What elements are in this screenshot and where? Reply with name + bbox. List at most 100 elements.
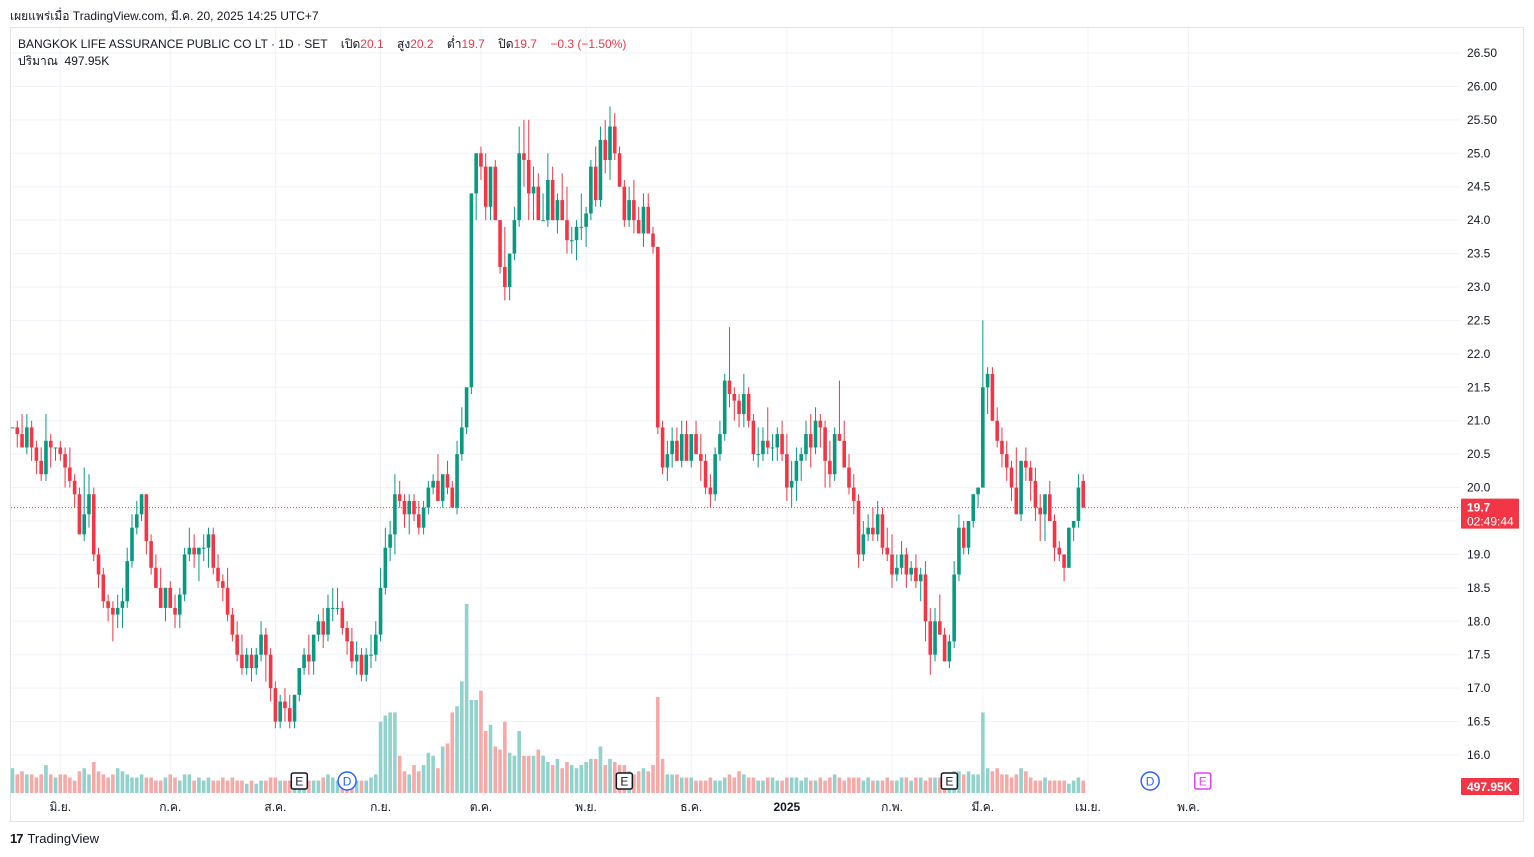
volume-bar: [651, 765, 655, 793]
candle-body: [569, 240, 574, 242]
volume-bar: [899, 777, 904, 793]
candle-body: [235, 634, 239, 655]
candle-body: [493, 166, 498, 221]
earnings-marker-label: E: [620, 775, 628, 789]
volume-bar: [914, 777, 918, 793]
candle-body: [522, 153, 526, 160]
candle-body: [665, 454, 670, 468]
last-price-text: 19.7: [1467, 501, 1491, 515]
volume-bar: [182, 774, 187, 793]
candle-body: [885, 547, 890, 555]
volume-bar: [1000, 774, 1004, 793]
candle-body: [144, 494, 149, 542]
candle-body: [866, 527, 870, 535]
volume-bar: [976, 774, 980, 793]
volume-bar: [230, 777, 235, 793]
candle-body: [789, 480, 794, 488]
time-axis[interactable]: มิ.ย. ก.ค. ส.ค. ก.ย. ต.ค. พ.ย. ธ.ค. 2025 ก.พ. มี.…: [49, 800, 1199, 814]
volume-bar: [675, 774, 679, 793]
candle-body: [397, 494, 402, 501]
volume-bar: [593, 758, 598, 793]
volume-bar: [923, 780, 928, 793]
candle-body: [694, 434, 698, 455]
volume-bar: [474, 700, 478, 793]
price-axis[interactable]: 26.50 26.00 25.50 25.0 24.5 24.0 23.5 23.0 22.5 2…: [1467, 46, 1497, 762]
earnings-marker-label: E: [295, 775, 303, 789]
candle-body: [990, 373, 995, 421]
candle-body: [507, 253, 512, 287]
candle-body: [120, 601, 125, 608]
volume-bar: [307, 780, 311, 793]
candle-body: [77, 494, 82, 535]
volume-bar: [990, 771, 995, 793]
candle-body: [909, 567, 913, 575]
price-tick-label: 22.5: [1467, 313, 1491, 327]
candle-body: [957, 527, 961, 575]
volume-bar: [10, 768, 15, 793]
candle-body: [679, 434, 684, 461]
candle-body: [981, 387, 985, 488]
volume-bar: [861, 780, 866, 793]
volume-bar: [407, 774, 412, 793]
volume-bar: [560, 768, 564, 793]
time-tick-label: ส.ค.: [264, 800, 286, 814]
candle-body: [158, 587, 163, 608]
volume-bar: [426, 752, 431, 793]
volume-bar: [541, 755, 545, 793]
volume-bar: [44, 765, 48, 793]
volume-bar: [789, 777, 794, 793]
price-tick-label: 26.00: [1467, 79, 1497, 93]
candle-body: [1057, 547, 1062, 555]
volume-bar: [39, 774, 43, 793]
candle-body: [187, 547, 192, 555]
candle-body: [58, 447, 63, 455]
volume-bar: [770, 777, 775, 793]
earnings-marker-icon: [290, 772, 309, 790]
earnings-marker-icon: [1193, 772, 1212, 790]
volume-bar: [522, 755, 526, 793]
volume-bar: [287, 780, 292, 793]
volume-bar: [273, 777, 278, 793]
candle-body: [765, 440, 770, 448]
tradingview-logo-text[interactable]: TradingView: [27, 831, 100, 846]
candle-body: [1038, 507, 1042, 515]
candle-body: [651, 233, 655, 247]
candle-body: [656, 246, 660, 428]
volume-bar: [584, 762, 588, 793]
volume-bar: [603, 765, 608, 793]
volume-bar: [794, 777, 799, 793]
volume-bar: [144, 777, 149, 793]
candle-body: [283, 701, 287, 709]
low-value: 19.7: [461, 37, 485, 51]
volume-bar: [632, 774, 636, 793]
candle-body: [675, 440, 679, 461]
volume-bar: [264, 780, 268, 793]
candle-body: [182, 554, 187, 595]
candle-body: [149, 541, 153, 568]
tradingview-logo-icon[interactable]: 17: [10, 831, 24, 846]
volume-bar: [985, 768, 990, 793]
time-tick-label: พ.ย.: [575, 800, 597, 814]
candle-body: [517, 153, 521, 221]
chart-frame[interactable]: [10, 27, 1524, 822]
volume-bar: [885, 777, 890, 793]
candle-body: [732, 393, 737, 401]
volume-bar: [670, 774, 674, 793]
earnings-marker-icon: [615, 772, 634, 790]
volume-bar: [1033, 780, 1038, 793]
change-value: −0.3 (−1.50%): [550, 37, 627, 51]
volume-bar: [828, 777, 832, 793]
volume-bar: [823, 780, 827, 793]
volume-bar: [201, 780, 206, 793]
candle-body: [20, 434, 24, 448]
candle-body: [417, 514, 421, 528]
volume-bar: [875, 780, 880, 793]
candle-body: [933, 621, 937, 655]
candle-body: [1067, 527, 1071, 568]
volume-bar: [445, 743, 450, 793]
candle-body: [345, 627, 349, 642]
candle-body: [550, 180, 555, 221]
volume-bar: [775, 780, 780, 793]
